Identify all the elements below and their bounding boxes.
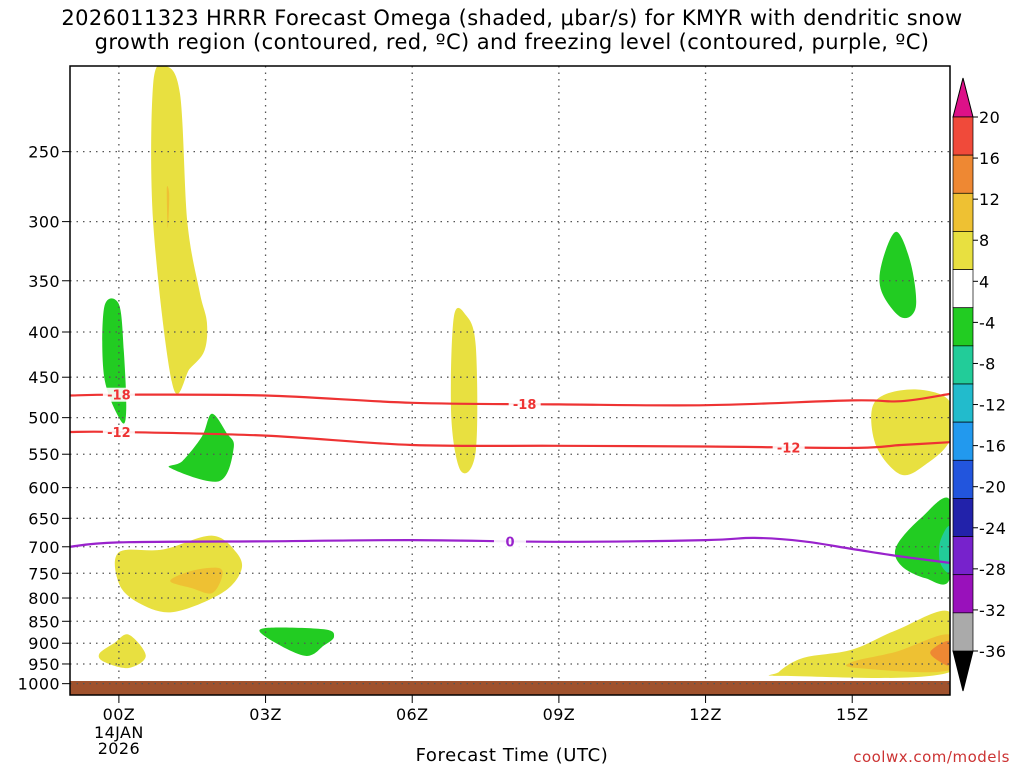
omega-region-10 (871, 389, 950, 476)
y-tick-label-550: 550 (28, 445, 60, 464)
x-tick-label-09Z: 09Z (543, 705, 576, 724)
contour-label-0-0: 0 (505, 535, 514, 550)
omega-region-6 (98, 634, 146, 669)
contour-label--12-1: -12 (777, 441, 801, 456)
omega-shading (98, 66, 950, 678)
omega-region-15 (930, 640, 950, 666)
y-tick-label-350: 350 (28, 272, 60, 291)
omega-region-8 (450, 307, 478, 474)
contour-line-0 (70, 536, 950, 564)
title-line-2: growth region (contoured, red, ºC) and f… (94, 30, 930, 54)
chart-title: 2026011323 HRRR Forecast Omega (shaded, … (0, 6, 1024, 54)
omega-region-0 (151, 66, 208, 395)
colorbar-box-9 (952, 421, 974, 461)
omega-region-11 (894, 497, 950, 585)
contour-label-bg--18-1 (508, 396, 541, 411)
y-tick-label-850: 850 (28, 612, 60, 631)
x-tick-label-12Z: 12Z (689, 705, 722, 724)
colorbar-box-4 (952, 231, 974, 270)
colorbar-box-13 (952, 574, 974, 614)
y-tick-label-700: 700 (28, 538, 60, 557)
y-tick-label-300: 300 (28, 213, 60, 232)
colorbar-box-12 (952, 536, 974, 576)
x-date-label-0: 14JAN (94, 723, 144, 742)
x-date-label-1: 2026 (98, 739, 140, 758)
omega-region-5 (170, 567, 223, 594)
colorbar-box-2 (952, 154, 974, 194)
y-tick-label-500: 500 (28, 409, 60, 428)
plot-frame (69, 65, 951, 696)
colorbar-label-8: 8 (979, 231, 990, 250)
contour-label-bg--18-0 (102, 387, 135, 402)
colorbar-label--4: -4 (979, 313, 996, 332)
y-tick-label-250: 250 (28, 143, 60, 162)
contour-label-bg-0-0 (494, 534, 526, 549)
y-tick-label-400: 400 (28, 323, 60, 342)
colorbar-box-10 (952, 459, 974, 499)
omega-region-14 (846, 634, 950, 673)
colorbar-box-8 (952, 383, 974, 423)
colorbar-box-1 (952, 116, 974, 156)
x-tick-label-00Z: 00Z (103, 705, 136, 724)
colorbar-label--28: -28 (979, 560, 1006, 579)
y-tick-label-900: 900 (28, 634, 60, 653)
colorbar-label--20: -20 (979, 478, 1006, 497)
x-axis-label: Forecast Time (UTC) (415, 745, 609, 766)
y-axis: 250 300 350 400 450 500 550 600 650 700 750 800 850 9… (18, 143, 70, 694)
colorbar-label--24: -24 (979, 519, 1006, 538)
y-tick-label-800: 800 (28, 589, 60, 608)
colorbar-label-4: 4 (979, 272, 990, 291)
omega-region-1 (166, 186, 170, 228)
colorbar-box-3 (952, 192, 974, 232)
credit-link[interactable]: coolwx.com/models (853, 748, 1010, 766)
omega-region-7 (259, 627, 335, 656)
omega-region-3 (168, 413, 234, 482)
colorbar-bottom-arrow (952, 650, 974, 692)
contour-line--12 (70, 430, 950, 450)
colorbar-label--12: -12 (979, 396, 1006, 415)
x-tick-label-15Z: 15Z (836, 705, 869, 724)
colorbar-label--8: -8 (979, 354, 996, 373)
y-tick-label-450: 450 (28, 368, 60, 387)
colorbar-label-16: 16 (979, 149, 1000, 168)
terrain-band (70, 681, 950, 695)
colorbar-label--32: -32 (979, 601, 1006, 620)
contour-label-bg--12-0 (102, 424, 135, 439)
colorbar-box-11 (952, 498, 974, 537)
omega-region-9 (879, 231, 917, 319)
colorbar-top-arrow (952, 77, 974, 118)
colorbar-label-20: 20 (979, 108, 1000, 127)
colorbar-label--36: -36 (979, 642, 1006, 661)
contour-line--18 (70, 392, 950, 407)
colorbar: 20 16 12 8 4 -4 -8 -12 -16 -20 -24 -28 -32 -36 (952, 77, 1006, 692)
contour-label-bg--12-1 (772, 440, 805, 455)
colorbar-label-12: 12 (979, 190, 1000, 209)
y-tick-label-750: 750 (28, 564, 60, 583)
contour-label--12-0: -12 (107, 426, 131, 441)
y-tick-label-600: 600 (28, 479, 60, 498)
contours: -18 -18 -12 -12 0 (70, 387, 950, 564)
contour-label--18-0: -18 (107, 389, 131, 404)
title-line-1: 2026011323 HRRR Forecast Omega (shaded, … (61, 6, 963, 30)
y-tick-label-950: 950 (28, 655, 60, 674)
y-tick-label-1000: 1000 (18, 675, 60, 694)
x-tick-label-06Z: 06Z (396, 705, 429, 724)
x-tick-label-03Z: 03Z (249, 705, 282, 724)
colorbar-box-6 (952, 307, 974, 347)
colorbar-box-14 (952, 612, 974, 652)
y-tick-label-650: 650 (28, 509, 60, 528)
colorbar-box-5 (952, 269, 974, 309)
colorbar-label--16: -16 (979, 437, 1006, 456)
contour-label--18-1: -18 (513, 398, 537, 413)
colorbar-box-7 (952, 345, 974, 385)
